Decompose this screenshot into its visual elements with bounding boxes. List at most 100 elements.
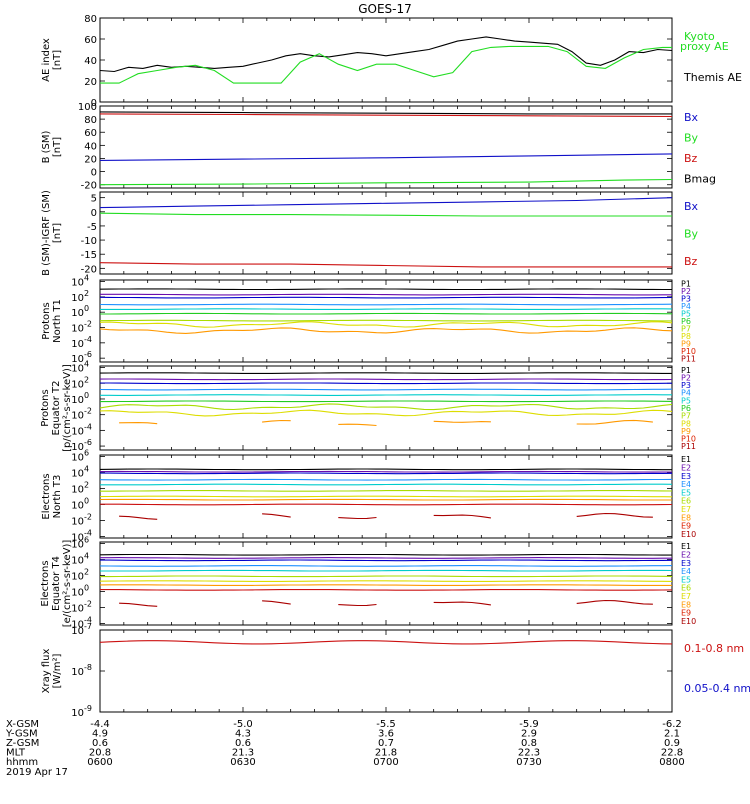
orbit-value: 3.6 [378, 729, 394, 740]
y-tick-exponent: -2 [84, 512, 92, 521]
series-line-e7 [100, 495, 672, 498]
orbit-value: 4.9 [92, 729, 108, 740]
legend-entry: Bz [684, 255, 698, 268]
orbit-value: 0630 [230, 757, 255, 768]
plot-title: GOES-17 [358, 2, 412, 16]
orbit-value: -6.2 [662, 719, 682, 730]
series-line-0-1-0-8-nm [100, 640, 672, 645]
series-line-e6 [100, 575, 672, 578]
y-tick-label: 10 [71, 442, 84, 453]
series-line-e2 [100, 557, 672, 559]
series-line-bx [100, 197, 672, 209]
series-group [100, 111, 672, 186]
y-tick-exponent: -6 [84, 350, 92, 359]
y-tick-exponent: 6 [84, 449, 89, 458]
y-tick-exponent: 4 [84, 552, 89, 561]
series-line-p1 [100, 372, 672, 374]
panel-frame [99, 629, 673, 713]
legend-entry: E9 [681, 522, 691, 531]
series-group [100, 468, 672, 520]
series-line-p4 [100, 388, 672, 391]
y-tick-exponent: -2 [84, 407, 92, 416]
series-line-p5 [100, 308, 672, 310]
legend-entry: P5 [681, 310, 691, 319]
y-tick-exponent: 4 [84, 274, 89, 283]
legend-entry: P4 [681, 302, 691, 311]
orbit-row-label: X-GSM [6, 719, 39, 730]
legend-entry: 0.05-0.4 nm [684, 682, 750, 695]
series-line-bz [100, 262, 672, 268]
y-axis-label: North T3 [52, 475, 63, 519]
y-tick-label: 10 [71, 556, 84, 567]
legend-entry: E7 [681, 592, 691, 601]
series-line-e1 [100, 468, 672, 471]
legend-entry: 0.1-0.8 nm [684, 642, 744, 655]
legend-entry: P11 [681, 442, 696, 451]
legend-entry: E9 [681, 609, 691, 618]
orbit-value: 22.3 [518, 748, 540, 759]
series-line-e7 [100, 580, 672, 582]
orbit-value: 0700 [373, 757, 398, 768]
y-tick-label: 10 [71, 411, 84, 422]
legend-entry: E4 [681, 567, 691, 576]
orbit-value: 21.8 [375, 748, 397, 759]
y-axis-label: B (SM)-IGRF (SM) [41, 190, 52, 276]
series-line-e4 [100, 565, 672, 567]
orbit-row-label: Y-GSM [5, 729, 38, 740]
series-line-e10 [338, 516, 377, 520]
series-line-p3 [100, 296, 672, 299]
legend-entry: Bx [684, 200, 699, 213]
legend-entry: P2 [681, 373, 691, 382]
series-line-e10 [433, 601, 491, 606]
orbit-value: 0.8 [521, 738, 537, 749]
legend-entry: P3 [681, 381, 691, 390]
legend-entry: P1 [681, 366, 691, 375]
y-tick-exponent: 0 [84, 391, 89, 400]
panel-frame [99, 191, 673, 275]
orbit-value: 20.8 [89, 748, 111, 759]
legend-entry: P6 [681, 317, 691, 326]
series-group [100, 36, 672, 84]
legend-entry: E8 [681, 600, 691, 609]
legend-entry: P2 [681, 287, 691, 296]
series-line-e10 [262, 513, 291, 518]
orbit-value: 0800 [659, 757, 684, 768]
legend-entry: P10 [681, 435, 696, 444]
series-group [100, 372, 672, 427]
y-tick-label: 60 [84, 128, 97, 139]
legend-entry: P10 [681, 347, 696, 356]
orbit-value: 21.3 [232, 748, 254, 759]
y-tick-label: 10 [71, 587, 84, 598]
y-tick-label: 10 [71, 603, 84, 614]
y-tick-exponent: 4 [84, 465, 89, 474]
panel-2: -20 0 20 40 60 80 100 B (SM) [nT] Bx By Bz Bmag [41, 102, 716, 192]
y-tick-label: 10 [71, 626, 84, 637]
legend-entry: E3 [681, 472, 691, 481]
legend-entry: P9 [681, 339, 691, 348]
series-line-p6 [100, 400, 672, 403]
y-tick-label: 100 [78, 102, 97, 113]
legend-entry: E8 [681, 513, 691, 522]
y-axis-label: AE index [41, 38, 52, 82]
y-tick-exponent: -6 [84, 438, 92, 447]
y-axis-label: Electrons [40, 560, 51, 606]
legend-entry: E3 [681, 559, 691, 568]
y-tick-label: 40 [84, 141, 97, 152]
y-tick-label: 10 [71, 293, 84, 304]
orbit-value: 22.8 [661, 748, 683, 759]
legend-entry: E1 [681, 542, 691, 551]
y-tick-exponent: 2 [84, 289, 89, 298]
legend-entry: Bmag [684, 172, 716, 185]
legend-entry: P11 [681, 354, 696, 363]
y-tick-label: 10 [71, 667, 84, 678]
legend-entry: E6 [681, 584, 691, 593]
series-line-p1 [100, 288, 672, 291]
y-axis-label: Protons [41, 302, 52, 339]
